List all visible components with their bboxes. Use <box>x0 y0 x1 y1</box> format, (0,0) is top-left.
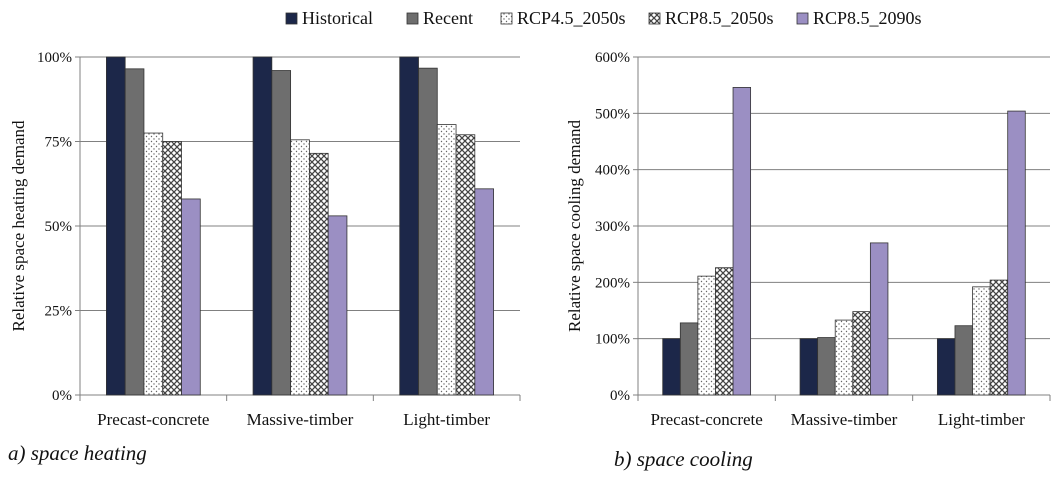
space-cooling-ytick-label: 300% <box>595 219 630 235</box>
space-cooling-ytick-label: 500% <box>595 106 630 122</box>
space-heating-category-label: Light-timber <box>403 410 490 429</box>
legend-swatch-rcp8-5-2050s <box>648 12 661 25</box>
bar-space-cooling-massive-timber-recent <box>817 337 836 396</box>
bar-space-cooling-precast-concrete-rcp8-5-2090s <box>732 87 752 396</box>
bar-space-cooling-massive-timber-rcp8-5-2090s <box>869 242 889 396</box>
space-cooling-category-label: Massive-timber <box>791 410 898 429</box>
space-cooling-category-label: Precast-concrete <box>651 410 763 429</box>
bar-space-heating-massive-timber-recent <box>271 70 292 396</box>
space-heating-category-label: Precast-concrete <box>97 410 209 429</box>
bar-space-cooling-massive-timber-historical <box>799 338 819 396</box>
bar-space-cooling-light-timber-rcp8-5-2050s <box>989 279 1009 396</box>
bar-space-heating-light-timber-historical <box>399 56 419 396</box>
bar-space-heating-precast-concrete-rcp8-5-2090s <box>181 198 201 396</box>
bar-space-cooling-massive-timber-rcp8-5-2050s <box>852 311 871 396</box>
space-heating-ytick-label: 75% <box>45 135 73 151</box>
legend-label-rcp8-5-2090s: RCP8.5_2090s <box>813 8 922 28</box>
bar-space-heating-light-timber-rcp8-5-2050s <box>455 134 476 396</box>
space-heating-ytick-label: 50% <box>45 219 73 235</box>
legend-label-historical: Historical <box>302 8 373 28</box>
bar-space-heating-light-timber-rcp8-5-2090s <box>474 188 494 396</box>
space-heating-category-label: Massive-timber <box>247 410 354 429</box>
bar-space-cooling-precast-concrete-rcp8-5-2050s <box>715 267 734 396</box>
bar-space-cooling-massive-timber-rcp4-5-2050s <box>834 319 854 396</box>
bar-space-cooling-light-timber-rcp4-5-2050s <box>972 286 991 396</box>
space-heating-ylabel: Relative space heating demand <box>9 120 28 331</box>
space-heating-caption: a) space heating <box>8 441 147 465</box>
bar-space-cooling-precast-concrete-recent <box>679 322 699 396</box>
space-cooling-ytick-label: 100% <box>595 332 630 348</box>
space-cooling-ytick-label: 600% <box>595 50 630 66</box>
bar-space-cooling-precast-concrete-rcp4-5-2050s <box>697 275 716 396</box>
bar-space-cooling-light-timber-historical <box>936 338 956 396</box>
space-cooling-ytick-label: 400% <box>595 163 630 179</box>
space-heating-ytick-label: 0% <box>52 388 72 404</box>
space-cooling-ylabel: Relative space cooling demand <box>565 120 584 332</box>
bar-space-heating-massive-timber-rcp4-5-2050s <box>290 139 310 396</box>
legend-label-recent: Recent <box>423 8 473 28</box>
bar-space-heating-precast-concrete-recent <box>124 68 145 396</box>
bar-space-heating-massive-timber-rcp8-5-2050s <box>308 152 329 396</box>
legend-label-rcp8-5-2050s: RCP8.5_2050s <box>665 8 774 28</box>
legend: Historical Recent RCP4.5_2050s RCP8.5_2050s… <box>285 8 922 28</box>
legend-swatch-rcp8-5-2090s <box>796 12 809 25</box>
chart-space-heating: 0% 25% 50% 75% 100% Precast-concrete Massive-t… <box>8 50 521 465</box>
space-cooling-ytick-label: 0% <box>610 388 630 404</box>
bar-space-cooling-light-timber-rcp8-5-2090s <box>1007 110 1026 396</box>
bar-space-heating-massive-timber-historical <box>252 56 273 396</box>
space-cooling-ytick-label: 200% <box>595 275 630 291</box>
space-heating-ytick-label: 25% <box>45 304 73 320</box>
bar-space-heating-light-timber-rcp4-5-2050s <box>436 124 457 396</box>
chart-space-cooling: 0% 100% 200% 300% 400% 500% 600% Precast-concre… <box>565 50 1051 471</box>
bar-space-heating-precast-concrete-rcp4-5-2050s <box>143 132 164 396</box>
bar-space-heating-precast-concrete-rcp8-5-2050s <box>162 141 182 396</box>
bar-space-heating-precast-concrete-historical <box>106 56 126 396</box>
space-cooling-caption: b) space cooling <box>614 447 753 471</box>
bar-space-cooling-precast-concrete-historical <box>662 338 681 396</box>
legend-label-rcp4-5-2050s: RCP4.5_2050s <box>517 8 626 28</box>
legend-swatch-recent <box>406 12 419 25</box>
space-cooling-category-label: Light-timber <box>938 410 1025 429</box>
legend-swatch-historical <box>285 12 298 25</box>
bar-space-heating-light-timber-recent <box>418 67 438 396</box>
space-heating-ytick-label: 100% <box>37 50 72 66</box>
bar-space-heating-massive-timber-rcp8-5-2090s <box>327 215 348 396</box>
bar-space-cooling-light-timber-recent <box>954 325 973 396</box>
legend-swatch-rcp4-5-2050s <box>500 12 513 25</box>
